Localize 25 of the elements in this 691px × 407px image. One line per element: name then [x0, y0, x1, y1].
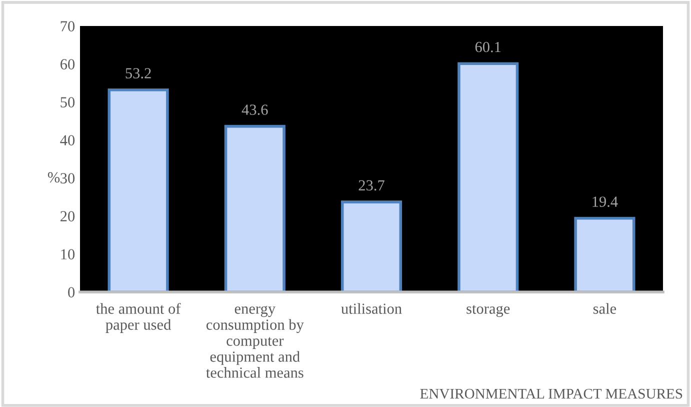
y-tick-label: 70 — [60, 21, 75, 32]
data-label: 60.1 — [475, 42, 501, 52]
x-tick-label: storage — [466, 305, 510, 317]
data-label: 23.7 — [358, 180, 384, 191]
data-label: 19.4 — [592, 196, 618, 207]
y-tick-label: 40 — [60, 135, 75, 146]
x-axis-title: ENVIRONMENTAL IMPACT MEASURES — [420, 388, 682, 399]
bar — [108, 88, 169, 292]
x-tick-label: sale — [593, 303, 616, 314]
data-label: 53.2 — [126, 68, 151, 78]
bar — [224, 124, 286, 292]
y-tick-label: 30 — [60, 173, 75, 184]
y-tick-label: 60 — [60, 59, 75, 70]
y-tick-label: 10 — [61, 249, 75, 260]
x-tick-label: energy consumption by computer equipment and technical means — [206, 306, 304, 378]
y-tick-label: 50 — [60, 97, 75, 108]
y-tick-label: 0 — [68, 287, 75, 298]
data-label: 43.6 — [242, 104, 268, 115]
bar — [458, 62, 519, 292]
x-tick-label: the amount of paper used — [96, 302, 181, 333]
x-tick-label: utilisation — [341, 303, 402, 314]
bar — [574, 216, 636, 292]
y-axis-title: % — [48, 172, 60, 183]
y-tick-label: 20 — [60, 211, 75, 222]
bar — [340, 200, 402, 292]
